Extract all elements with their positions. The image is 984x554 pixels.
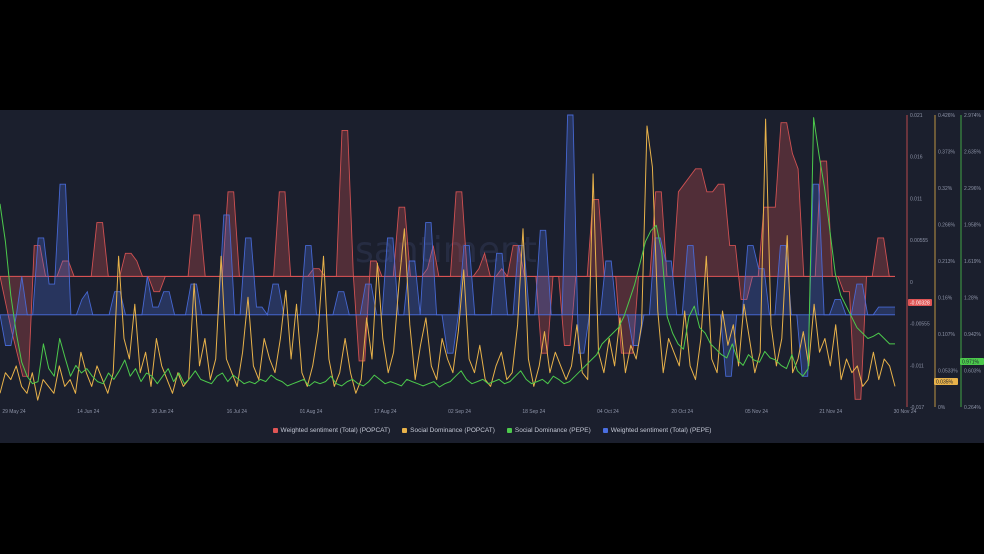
legend-item[interactable]: Weighted sentiment (Total) (PEPE) [602,427,712,434]
y-tick-label: 0.011 [910,196,922,202]
y-tick-label: 0.32% [938,186,953,192]
y-tick-label: 0.603% [964,369,982,375]
legend-label: Weighted sentiment (Total) (POPCAT) [280,427,391,434]
popcat-sentiment-badge: -0.00328 [908,299,932,306]
x-tick-label: 16 Jul 24 [227,409,248,415]
y-tick-label: 0.021 [910,113,923,119]
svg-text:-0.00328: -0.00328 [910,300,930,306]
y-tick-label: -0.011 [910,363,924,369]
y-tick-label: 2.974% [964,113,982,119]
legend-swatch [272,428,278,433]
svg-text:0.971%: 0.971% [962,359,980,365]
y-tick-label: 2.635% [964,150,982,156]
y-tick-label: 0.373% [938,150,956,156]
y-tick-label: 0.264% [964,405,982,411]
legend-item[interactable]: Social Dominance (PEPE) [506,427,591,434]
x-tick-label: 20 Oct 24 [671,409,693,415]
y-tick-label: 0.00555 [910,238,928,244]
y-tick-label: 2.296% [964,186,982,192]
y-tick-label: 1.28% [964,296,979,302]
y-tick-label: 0.016 [910,155,923,161]
y-tick-label: 1.958% [964,223,982,229]
chart-svg: santiment 29 May 24 14 Jun 24 30 Jun 24 16 … [0,113,984,415]
legend-swatch [602,428,608,433]
x-tick-label: 21 Nov 24 [819,409,842,415]
y-tick-label: 0.0533% [938,369,958,375]
x-tick-label: 04 Oct 24 [597,409,619,415]
y-tick-label: 0.16% [938,296,953,302]
popcat-dominance-badge: 0.035% [934,378,958,385]
y-tick-label: 0.107% [938,332,956,338]
x-tick-label: 14 Jun 24 [77,409,99,415]
chart-legend: Weighted sentiment (Total) (POPCAT) Socia… [0,427,984,435]
x-tick-label: 18 Sep 24 [522,409,545,415]
y-tick-label: 0 [910,280,913,286]
legend-item[interactable]: Weighted sentiment (Total) (POPCAT) [272,427,391,434]
x-tick-label: 30 Nov 24 [894,409,917,415]
pepe-dominance-badge: 0.971% [960,358,984,365]
x-tick-label: 29 May 24 [2,409,26,415]
legend-swatch [506,428,512,433]
legend-label: Social Dominance (POPCAT) [410,427,495,434]
legend-item[interactable]: Social Dominance (POPCAT) [402,427,495,434]
svg-text:0.035%: 0.035% [936,379,954,385]
y-tick-label: 0.942% [964,332,982,338]
y-tick-label: 0.213% [938,259,956,265]
series-line-3 [0,117,895,388]
legend-label: Social Dominance (PEPE) [514,427,591,434]
y-tick-label: 0.266% [938,223,956,229]
x-tick-label: 05 Nov 24 [745,409,768,415]
x-tick-label: 17 Aug 24 [374,409,397,415]
y-tick-label: -0.00555 [910,322,930,328]
y-tick-label: -0.017 [910,405,924,411]
x-tick-label: 01 Aug 24 [300,409,323,415]
y-tick-label: 0% [938,405,946,411]
y-tick-label: 1.619% [964,259,982,265]
x-tick-label: 30 Jun 24 [152,409,174,415]
legend-label: Weighted sentiment (Total) (PEPE) [610,427,712,434]
series-area-0 [0,122,895,400]
legend-swatch [402,428,408,433]
chart-panel: santiment 29 May 24 14 Jun 24 30 Jun 24 16 … [0,110,984,443]
y-tick-label: 0.426% [938,113,956,119]
series-line-1 [0,114,895,377]
x-tick-label: 02 Sep 24 [448,409,471,415]
